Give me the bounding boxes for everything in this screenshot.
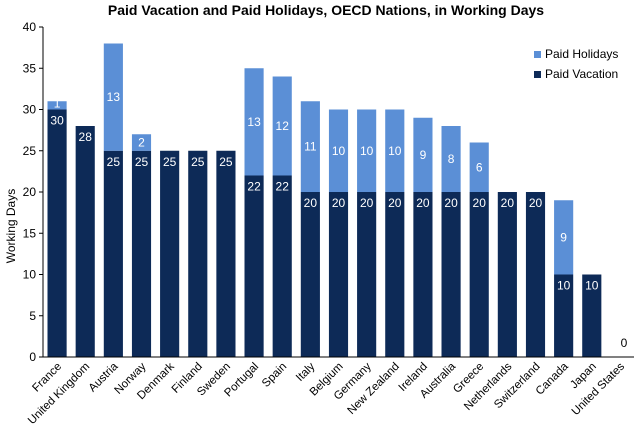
x-tick-label: Spain [260, 361, 289, 390]
legend-swatch [534, 71, 541, 78]
data-label-paid-vacation: 20 [416, 196, 430, 210]
bar-paid-vacation [469, 192, 489, 357]
bar-paid-holidays [441, 126, 461, 192]
y-tick-label: 25 [23, 144, 37, 158]
data-label-paid-vacation: 20 [501, 196, 515, 210]
bar-paid-vacation [216, 150, 236, 357]
y-tick-label: 0 [29, 350, 36, 364]
data-label-paid-vacation: 22 [276, 180, 290, 194]
data-label-paid-holidays: 13 [107, 90, 121, 104]
data-label-paid-vacation: 22 [247, 180, 261, 194]
bar-paid-holidays [300, 101, 320, 192]
data-label-paid-holidays: 1 [54, 97, 61, 111]
bar-paid-vacation [582, 274, 602, 357]
data-label-paid-vacation: 25 [163, 155, 177, 169]
y-tick-label: 40 [23, 20, 37, 34]
bar-paid-vacation [75, 126, 95, 357]
bar-paid-vacation [47, 109, 67, 357]
x-tick-label: Canada [534, 360, 571, 397]
legend: Paid Holidays Paid Vacation [534, 47, 618, 81]
bar-paid-vacation [328, 192, 349, 357]
bar-paid-vacation [525, 192, 546, 357]
bar-paid-vacation [160, 150, 180, 357]
y-tick-label: 30 [23, 103, 37, 117]
bar-paid-vacation [441, 192, 461, 357]
bars: 30 1 28 25 13 25 2 25 25 25 22 13 22 12 20 11 20 10 20 10 20… [47, 43, 628, 357]
data-label-paid-holidays: 10 [388, 144, 402, 158]
data-label-paid-vacation: 10 [585, 279, 599, 293]
bar-paid-vacation [188, 150, 208, 357]
data-label-paid-vacation: 20 [529, 196, 543, 210]
chart-title: Paid Vacation and Paid Holidays, OECD Na… [108, 2, 544, 18]
bar-paid-holidays [244, 68, 264, 176]
data-label-paid-vacation: 20 [473, 196, 487, 210]
bar-paid-holidays [385, 109, 405, 192]
data-label-paid-vacation: 25 [219, 155, 233, 169]
data-label-paid-holidays: 10 [360, 144, 374, 158]
x-tick-label: Italy [294, 360, 318, 384]
data-label-paid-vacation: 28 [79, 130, 93, 144]
legend-label: Paid Vacation [545, 67, 618, 81]
bar-paid-vacation [103, 150, 123, 357]
data-label-paid-vacation: 10 [557, 279, 571, 293]
data-label-paid-vacation: 20 [360, 196, 374, 210]
data-label-paid-vacation: 0 [621, 336, 628, 350]
bar-paid-vacation [357, 192, 377, 357]
bar-paid-vacation [385, 192, 405, 357]
bar-paid-holidays [272, 76, 292, 176]
bar-paid-vacation [497, 192, 517, 357]
bar-paid-holidays [357, 109, 377, 192]
data-label-paid-vacation: 20 [388, 196, 402, 210]
bar-paid-vacation [272, 175, 292, 357]
bar-paid-vacation [300, 192, 320, 357]
bar-paid-vacation [413, 192, 433, 357]
bar-paid-holidays [47, 101, 67, 110]
data-label-paid-holidays: 9 [560, 230, 567, 244]
legend-label: Paid Holidays [545, 47, 618, 61]
data-label-paid-vacation: 25 [135, 155, 149, 169]
data-label-paid-vacation: 30 [50, 114, 64, 128]
bar-paid-holidays [328, 109, 349, 192]
bar-paid-holidays [554, 200, 574, 275]
bar-paid-holidays [131, 134, 152, 151]
data-label-paid-holidays: 13 [247, 115, 261, 129]
data-label-paid-holidays: 9 [420, 148, 427, 162]
bar-paid-vacation [131, 150, 152, 357]
data-label-paid-holidays: 12 [276, 119, 290, 133]
bar-paid-holidays [103, 43, 123, 151]
data-label-paid-vacation: 25 [191, 155, 205, 169]
y-tick-label: 15 [23, 226, 37, 240]
legend-swatch [534, 51, 541, 58]
y-axis: 0 5 10 15 20 25 30 35 40 [23, 20, 44, 364]
bar-paid-vacation [554, 274, 574, 357]
data-label-paid-vacation: 20 [304, 196, 318, 210]
data-label-paid-vacation: 20 [444, 196, 458, 210]
y-tick-label: 35 [23, 61, 37, 75]
y-tick-label: 20 [23, 185, 37, 199]
data-label-paid-holidays: 6 [476, 160, 483, 174]
bar-paid-holidays [413, 117, 433, 192]
y-tick-label: 5 [29, 309, 36, 323]
data-label-paid-holidays: 2 [138, 136, 145, 150]
y-tick-label: 10 [23, 268, 37, 282]
data-label-paid-vacation: 20 [332, 196, 346, 210]
data-label-paid-holidays: 10 [332, 144, 346, 158]
data-label-paid-holidays: 11 [304, 140, 317, 154]
data-label-paid-vacation: 25 [107, 155, 121, 169]
data-label-paid-holidays: 8 [448, 152, 455, 166]
bar-paid-holidays [469, 142, 489, 192]
y-axis-label: Working Days [4, 189, 18, 263]
bar-paid-vacation [244, 175, 264, 357]
